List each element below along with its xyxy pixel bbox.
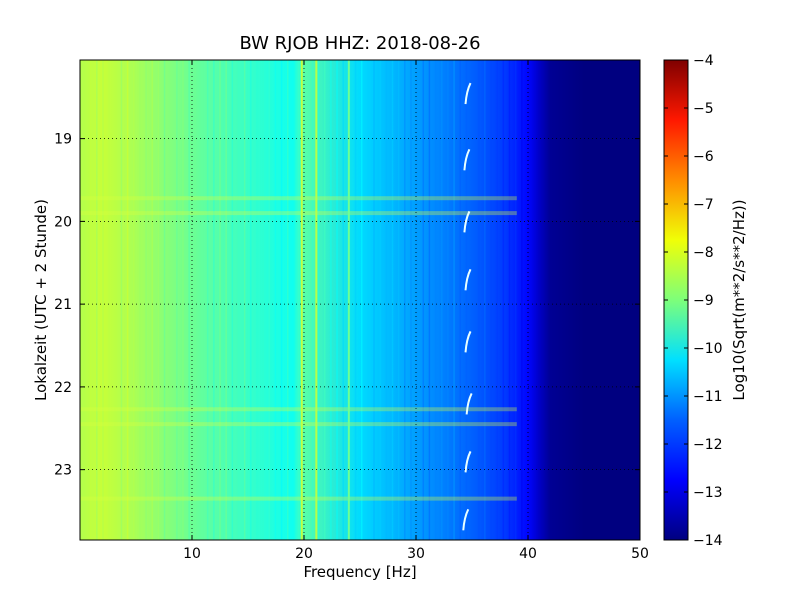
- colorbar-tick-label: −10: [693, 341, 723, 357]
- chart-title: BW RJOB HHZ: 2018-08-26: [239, 33, 480, 54]
- colorbar-tick-label: −14: [693, 533, 723, 549]
- colorbar-tick-label: −7: [693, 197, 714, 213]
- transient-mark: [464, 450, 472, 473]
- x-tick-label: 20: [295, 546, 313, 562]
- transient-marks: [462, 82, 473, 531]
- y-axis-label: Lokalzeit (UTC + 2 Stunde): [32, 199, 50, 401]
- y-tick-label: 20: [54, 214, 72, 230]
- colorbar-tick-label: −8: [693, 245, 714, 261]
- y-axis-ticks: 19 20 21 22 23: [54, 132, 640, 479]
- plot-frame: [79, 59, 641, 541]
- transient-mark: [463, 148, 471, 171]
- colorbar-tick-label: −9: [693, 293, 714, 309]
- transient-mark: [462, 508, 470, 531]
- grid-lines: [80, 60, 640, 540]
- colorbar-ticks: −4 −5 −6 −7 −8 −9 −10 −11 −12 −13 −14: [664, 53, 723, 549]
- fine-vertical-striations: [83, 60, 523, 540]
- colorbar-tick-label: −5: [693, 101, 714, 117]
- narrowband-lines: [300, 60, 350, 540]
- x-axis-label: Frequency [Hz]: [303, 563, 416, 581]
- transient-mark: [464, 330, 472, 353]
- colorbar-label: Log10(Sqrt(m**2/s**2/Hz)): [730, 199, 748, 400]
- y-tick-label: 21: [54, 297, 72, 313]
- colorbar-tick-label: −6: [693, 149, 714, 165]
- transient-mark: [464, 268, 472, 291]
- x-tick-label: 50: [631, 546, 649, 562]
- y-tick-label: 23: [54, 463, 72, 479]
- time-band: [80, 196, 517, 201]
- y-tick-label: 22: [54, 380, 72, 396]
- transient-mark: [463, 210, 471, 233]
- colorbar-tick-label: −4: [693, 53, 714, 69]
- spectrogram-background: [80, 60, 640, 540]
- plot-area: [80, 60, 640, 540]
- x-tick-label: 10: [183, 546, 201, 562]
- colorbar-tick-label: −11: [693, 389, 723, 405]
- x-axis-ticks: 10 20 30 40 50: [183, 60, 649, 562]
- broadband-time-bands: [80, 196, 517, 501]
- time-band: [80, 496, 517, 501]
- time-band: [80, 422, 517, 427]
- colorbar-tick-label: −12: [693, 437, 723, 453]
- colorbar-tick-label: −13: [693, 485, 723, 501]
- time-band: [80, 211, 517, 216]
- transient-mark: [465, 393, 473, 415]
- y-tick-label: 19: [54, 132, 72, 148]
- transient-mark: [464, 82, 472, 105]
- time-band: [80, 407, 517, 412]
- x-tick-label: 40: [519, 546, 537, 562]
- x-tick-label: 30: [407, 546, 425, 562]
